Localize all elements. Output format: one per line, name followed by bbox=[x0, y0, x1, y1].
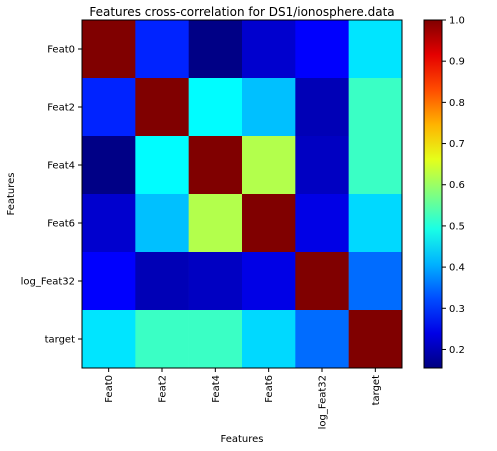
heatmap-cell-Feat2-log_Feat32 bbox=[295, 78, 349, 137]
heatmap-cell-Feat4-log_Feat32 bbox=[295, 136, 349, 195]
heatmap-cell-log_Feat32-Feat2 bbox=[135, 252, 189, 311]
heatmap-cell-Feat0-log_Feat32 bbox=[295, 20, 349, 79]
colorbar-tick-label: 0.9 bbox=[449, 57, 465, 68]
heatmap-cell-log_Feat32-target bbox=[348, 252, 403, 311]
chart-title: Features cross-correlation for DS1/ionos… bbox=[89, 5, 394, 19]
heatmap-cell-Feat0-Feat6 bbox=[242, 20, 296, 79]
colorbar-tick-label: 0.2 bbox=[449, 345, 465, 356]
colorbar-tick-label: 0.3 bbox=[449, 304, 465, 315]
y-tick-label: Feat0 bbox=[47, 45, 75, 56]
x-tick-label: Feat2 bbox=[158, 375, 169, 403]
heatmap-cell-target-Feat4 bbox=[188, 310, 243, 369]
heatmap-cell-Feat4-Feat6 bbox=[242, 136, 296, 195]
heatmap-cell-target-log_Feat32 bbox=[295, 310, 349, 369]
x-tick-label: target bbox=[371, 375, 382, 405]
heatmap-cell-Feat2-Feat4 bbox=[188, 78, 243, 137]
y-axis-label: Features bbox=[6, 173, 17, 216]
heatmap-cell-Feat2-target bbox=[348, 78, 403, 137]
heatmap-cell-Feat4-Feat0 bbox=[82, 136, 136, 195]
heatmap-cell-target-Feat6 bbox=[242, 310, 296, 369]
heatmap-cell-Feat4-Feat4 bbox=[188, 136, 243, 195]
heatmap-cell-Feat6-Feat2 bbox=[135, 194, 189, 253]
heatmap-cell-target-Feat2 bbox=[135, 310, 189, 369]
colorbar-tick-label: 0.8 bbox=[449, 98, 465, 109]
heatmap-cell-Feat6-Feat0 bbox=[82, 194, 136, 253]
heatmap-cell-Feat6-Feat6 bbox=[242, 194, 296, 253]
x-tick-label: Feat6 bbox=[264, 375, 275, 403]
heatmap-cell-Feat6-log_Feat32 bbox=[295, 194, 349, 253]
heatmap-cell-Feat0-Feat2 bbox=[135, 20, 189, 79]
heatmap-cell-Feat0-target bbox=[348, 20, 403, 79]
x-axis-ticks: Feat0 Feat2 Feat4 Feat6 log_Feat32 target bbox=[104, 368, 382, 429]
heatmap-cell-log_Feat32-Feat6 bbox=[242, 252, 296, 311]
colorbar-tick-label: 0.5 bbox=[449, 221, 465, 232]
colorbar-tick-label: 0.7 bbox=[449, 139, 465, 150]
heatmap-cell-Feat2-Feat0 bbox=[82, 78, 136, 137]
heatmap-cell-log_Feat32-log_Feat32 bbox=[295, 252, 349, 311]
heatmap-cell-Feat2-Feat6 bbox=[242, 78, 296, 137]
heatmap-cell-Feat6-target bbox=[348, 194, 403, 253]
colorbar-tick-label: 0.4 bbox=[449, 263, 465, 274]
colorbar-tick-label: 0.6 bbox=[449, 180, 465, 191]
heatmap-cell-target-Feat0 bbox=[82, 310, 136, 369]
x-tick-label: Feat4 bbox=[211, 375, 222, 403]
colorbar-ticks: 0.2 0.3 0.4 0.5 0.6 0.7 0.8 0.9 1.0 bbox=[442, 16, 465, 356]
colorbar bbox=[423, 19, 443, 369]
x-tick-label: Feat0 bbox=[104, 375, 115, 403]
heatmap-cell-Feat0-Feat4 bbox=[188, 20, 243, 79]
heatmap-cell-target-target bbox=[348, 310, 403, 369]
x-tick-label: log_Feat32 bbox=[318, 375, 329, 429]
y-tick-label: Feat6 bbox=[47, 219, 75, 230]
heatmap-cell-Feat0-Feat0 bbox=[82, 20, 136, 79]
heatmap-cell-log_Feat32-Feat0 bbox=[82, 252, 136, 311]
heatmap-cell-Feat6-Feat4 bbox=[188, 194, 243, 253]
y-tick-label: Feat2 bbox=[47, 103, 75, 114]
plot-frame bbox=[81, 19, 403, 369]
colorbar-tick-label: 1.0 bbox=[449, 16, 465, 27]
y-tick-label: Feat4 bbox=[47, 161, 75, 172]
heatmap-cell-Feat4-target bbox=[348, 136, 403, 195]
heatmap-cells bbox=[82, 20, 403, 369]
x-axis-label: Features bbox=[221, 434, 264, 445]
heatmap-cell-Feat4-Feat2 bbox=[135, 136, 189, 195]
heatmap-cell-Feat2-Feat2 bbox=[135, 78, 189, 137]
heatmap-cell-log_Feat32-Feat4 bbox=[188, 252, 243, 311]
y-tick-label: log_Feat32 bbox=[21, 277, 75, 288]
y-tick-label: target bbox=[45, 335, 75, 346]
